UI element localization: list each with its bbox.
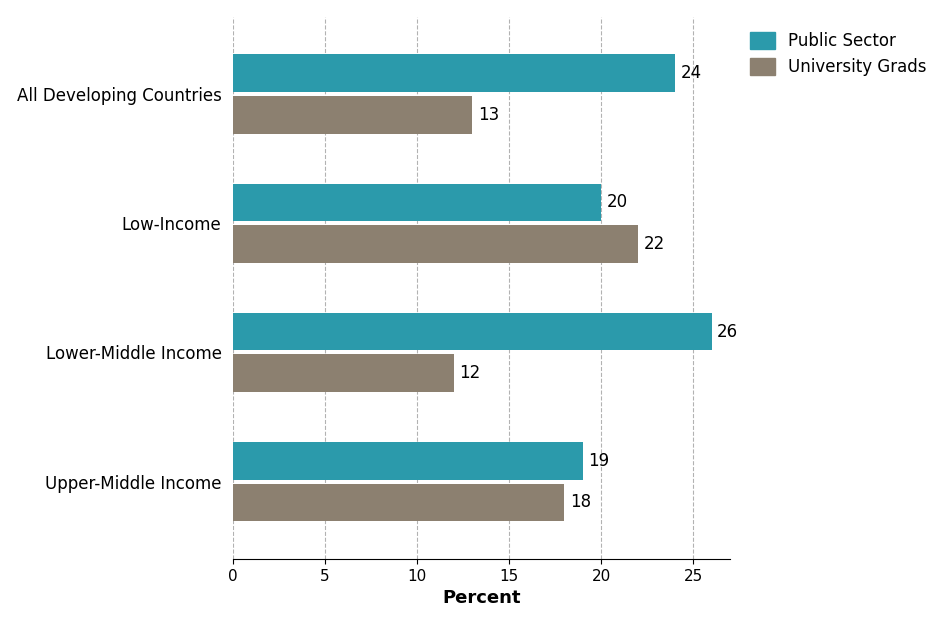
Text: 18: 18 [570,494,591,512]
Bar [233,96,472,134]
Bar [233,225,638,263]
X-axis label: Percent: Percent [442,589,520,607]
Text: 20: 20 [607,193,628,212]
Bar [233,354,454,392]
Bar [233,484,564,521]
Text: 19: 19 [588,452,609,470]
Text: 26: 26 [717,323,739,341]
Text: 22: 22 [643,235,665,253]
Text: 24: 24 [680,64,701,82]
Bar [233,183,601,222]
Legend: Public Sector, University Grads: Public Sector, University Grads [743,25,933,83]
Text: 12: 12 [460,364,480,383]
Bar [233,442,583,480]
Text: 13: 13 [477,106,499,124]
Bar [233,54,675,92]
Bar [233,313,711,351]
